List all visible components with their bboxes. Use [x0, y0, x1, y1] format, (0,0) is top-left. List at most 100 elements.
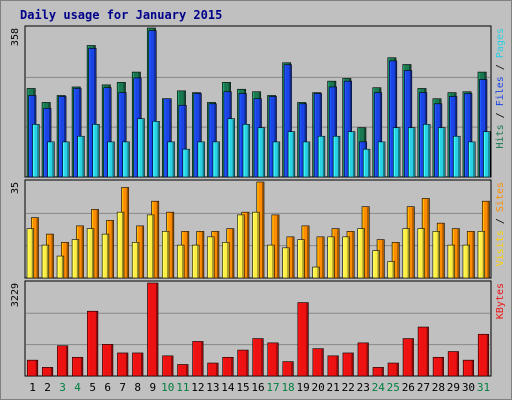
bar-pages-24-highlight	[378, 142, 380, 177]
bar-pages-29-highlight	[453, 136, 456, 177]
bar-sites-9-shadow	[152, 215, 154, 278]
bar-kbytes-3-shadow	[65, 346, 68, 376]
bar-kbytes-15-shadow	[246, 350, 248, 376]
x-label-day-12: 12	[191, 381, 204, 394]
legend-hits-files-pages: Hits / Files / Pages	[495, 28, 506, 148]
bar-sites-26-shadow	[407, 229, 410, 278]
bar-kbytes-17	[267, 342, 279, 377]
bar-files-18-shadow	[289, 65, 292, 177]
bar-sites-28	[432, 231, 440, 279]
bar-pages-13-body	[212, 141, 220, 178]
bar-kbytes-2-body	[41, 367, 54, 377]
bar-pages-14	[227, 118, 236, 178]
bar-sites-12-highlight	[192, 245, 195, 278]
bar-pages-20	[317, 135, 326, 178]
bar-pages-26	[408, 127, 416, 178]
panel-hits-files-pages: 358 Hits / Files / Pages	[10, 25, 506, 178]
bar-pages-25	[392, 127, 401, 178]
bar-kbytes-3-body	[57, 345, 69, 377]
bar-kbytes-21-highlight	[328, 356, 330, 376]
bar-visits-6-shadow	[111, 220, 114, 278]
bar-sites-7-shadow	[121, 212, 124, 278]
bar-sites-17-body	[267, 244, 275, 279]
bar-pages-8-shadow	[142, 119, 145, 177]
bar-sites-4-body	[71, 239, 80, 279]
bar-kbytes-6-shadow	[110, 344, 113, 376]
bar-kbytes-31	[477, 333, 490, 377]
bar-sites-4	[71, 239, 80, 279]
bar-visits-24-shadow	[382, 240, 384, 278]
bar-visits-29-shadow	[457, 229, 459, 278]
bar-kbytes-20	[312, 348, 324, 377]
bar-hits-11-highlight	[177, 91, 180, 177]
bar-kbytes-7-shadow	[125, 353, 128, 376]
bar-kbytes-22-body	[342, 352, 354, 377]
bar-visits-5-shadow	[96, 209, 99, 278]
bar-pages-24-shadow	[383, 142, 385, 177]
bars-hits-files-pages	[26, 27, 491, 178]
bar-hits-26-highlight	[403, 64, 405, 177]
bar-kbytes-10-highlight	[163, 356, 165, 376]
bar-sites-9-body	[146, 214, 155, 279]
bar-files-7-highlight	[119, 93, 121, 177]
bar-sites-29-shadow	[452, 245, 455, 278]
bar-kbytes-23	[357, 342, 369, 377]
legend-seg-1: /	[495, 212, 506, 230]
bar-kbytes-16-body	[252, 338, 264, 377]
bar-kbytes-5	[87, 310, 99, 377]
legend-seg-3: /	[495, 58, 506, 76]
bar-visits-7-shadow	[126, 187, 129, 278]
bar-visits-30-shadow	[472, 231, 474, 278]
bar-sites-1-shadow	[31, 229, 34, 278]
bar-sites-12	[192, 244, 200, 279]
bar-pages-29	[453, 135, 461, 178]
x-label-day-27: 27	[417, 381, 430, 394]
bar-pages-25-body	[392, 127, 401, 178]
bar-sites-18-highlight	[283, 248, 285, 278]
x-label-day-29: 29	[447, 381, 460, 394]
bar-pages-23	[362, 148, 371, 178]
bar-pages-16-body	[257, 127, 266, 178]
bar-pages-27	[423, 124, 431, 178]
bar-kbytes-25-highlight	[388, 363, 390, 376]
bar-visits-10-shadow	[171, 212, 174, 278]
bar-kbytes-21-body	[327, 355, 339, 377]
bar-kbytes-19-body	[297, 302, 309, 377]
bar-pages-2-body	[47, 141, 55, 178]
bar-sites-22-highlight	[343, 237, 345, 278]
legend-seg-1: /	[495, 106, 506, 124]
bar-pages-9-shadow	[157, 121, 160, 177]
bar-files-22-shadow	[349, 81, 352, 177]
bar-files-15-highlight	[239, 94, 241, 177]
bar-kbytes-7	[117, 352, 129, 377]
bar-pages-30-shadow	[473, 142, 475, 177]
bar-pages-7	[122, 141, 130, 178]
bar-pages-16-highlight	[258, 128, 260, 177]
bar-kbytes-12-highlight	[193, 341, 195, 376]
bar-kbytes-19-highlight	[298, 303, 300, 376]
bar-pages-22-shadow	[352, 132, 355, 177]
x-label-day-1: 1	[29, 381, 36, 394]
bar-pages-31-highlight	[483, 132, 486, 177]
bar-kbytes-22-highlight	[343, 353, 345, 376]
bar-sites-27-body	[417, 228, 425, 279]
bar-pages-9-body	[152, 121, 160, 178]
x-label-day-20: 20	[312, 381, 325, 394]
bar-sites-10-highlight	[162, 231, 164, 278]
bar-pages-11	[182, 148, 190, 178]
bar-kbytes-15	[237, 349, 249, 377]
bar-pages-16	[257, 127, 266, 178]
bar-kbytes-14	[222, 356, 234, 377]
bar-pages-26-body	[408, 127, 416, 178]
bar-sites-27-shadow	[422, 229, 425, 278]
bar-sites-25-body	[387, 261, 395, 279]
bar-pages-18	[287, 131, 296, 178]
bar-sites-31-body	[477, 231, 486, 279]
bar-files-12-highlight	[194, 94, 196, 177]
bar-pages-31-body	[483, 131, 491, 178]
bar-kbytes-27-body	[417, 326, 429, 377]
bar-visits-20-shadow	[322, 237, 324, 278]
bar-hits-1-highlight	[27, 88, 29, 177]
bar-kbytes-2-shadow	[50, 367, 53, 376]
